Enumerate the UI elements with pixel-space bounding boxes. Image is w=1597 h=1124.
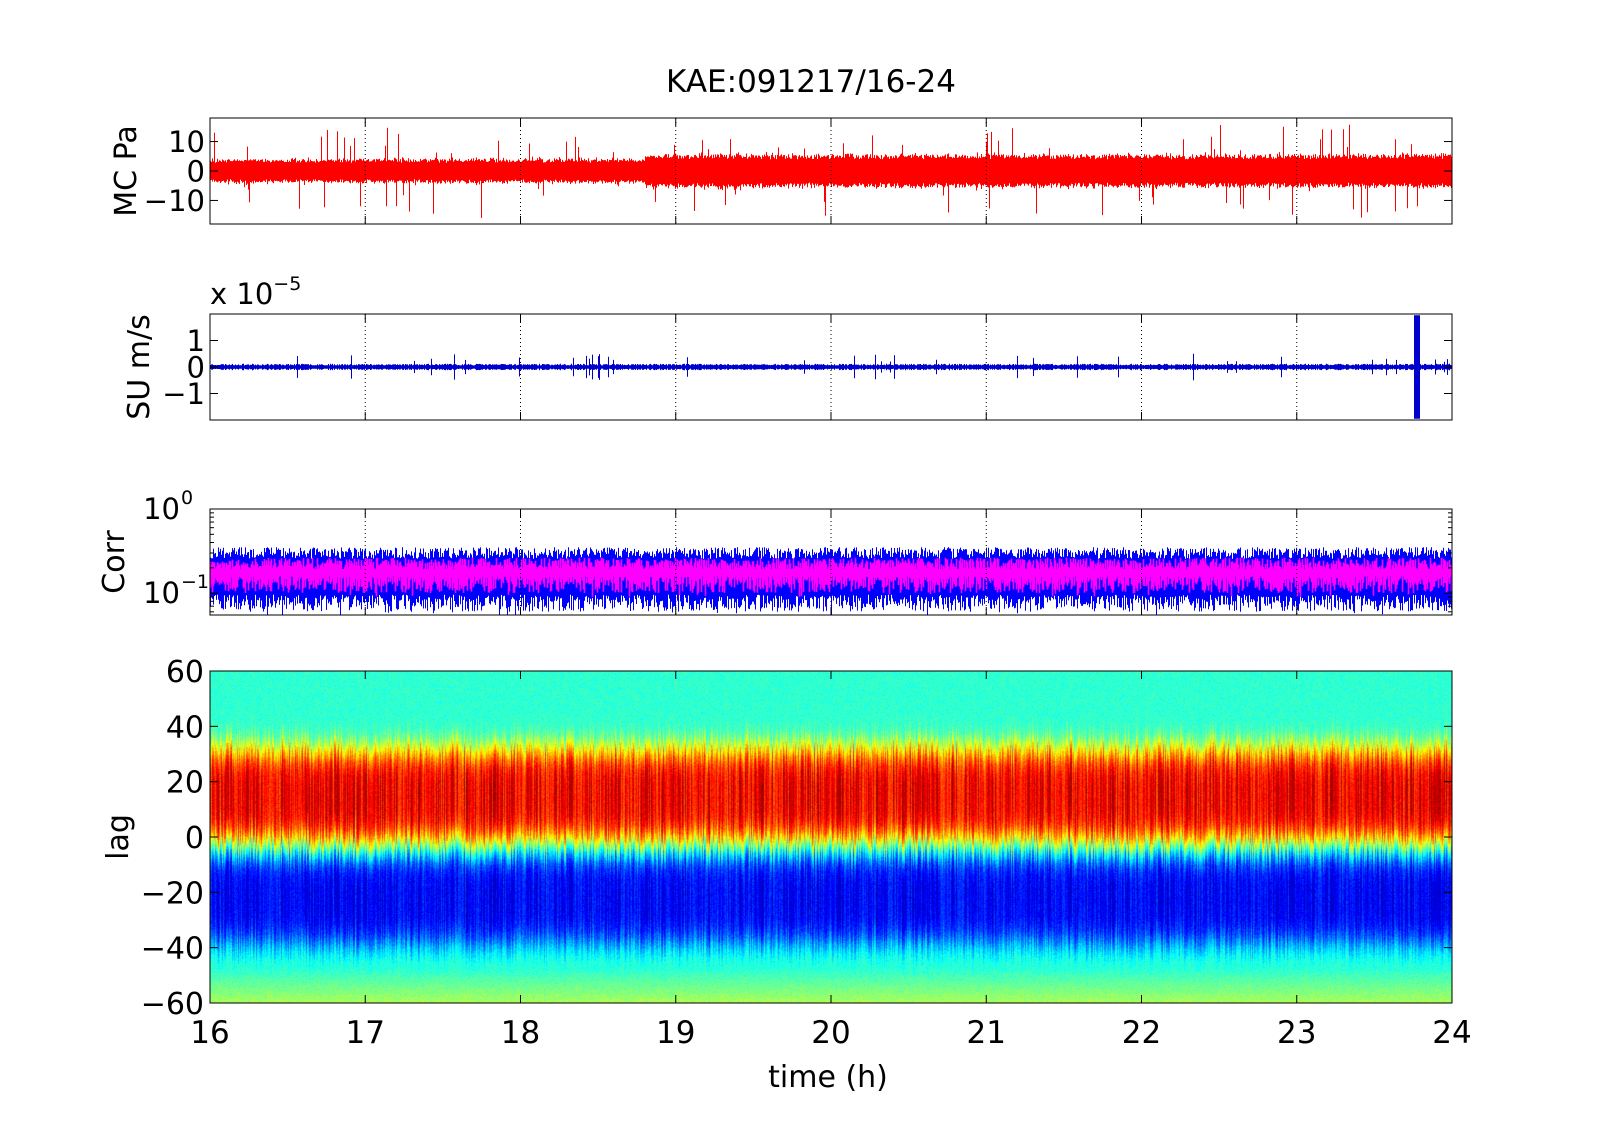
y-tick-label: 0 xyxy=(187,350,205,384)
pressure-grid xyxy=(364,118,1298,224)
pressure-ytick-labels: 100−10 xyxy=(144,125,205,218)
y-tick-label: 1 xyxy=(187,324,205,358)
y-tick-label: 10 xyxy=(168,125,205,159)
y-tick-label: 10 xyxy=(143,492,180,526)
y-tick-label: −10 xyxy=(144,184,205,218)
pressure-ylabel: MC Pa xyxy=(109,125,144,217)
velocity-ytick-labels: 10−1 xyxy=(162,324,205,411)
y-tick-exponent: −1 xyxy=(181,571,209,593)
x-tick-label: 16 xyxy=(190,1015,229,1051)
y-tick-label: 10 xyxy=(143,576,180,610)
x-tick-label: 18 xyxy=(501,1015,540,1051)
velocity-exponent-label: x 10−5 xyxy=(210,273,301,311)
lag-ticks xyxy=(209,670,1453,1004)
velocity-ylabel: SU m/s xyxy=(122,314,157,420)
y-tick-label: 0 xyxy=(187,154,205,188)
pressure-panel: 100−10 MC Pa xyxy=(109,117,1453,225)
x-tick-label: 19 xyxy=(656,1015,695,1051)
exponent-power: −5 xyxy=(273,273,301,295)
lag-heatmap xyxy=(210,671,1452,1003)
y-tick-label: −60 xyxy=(141,987,204,1022)
time-xlabel: time (h) xyxy=(768,1060,888,1095)
figure-title: KAE:091217/16-24 xyxy=(666,64,956,100)
exponent-base: x 10 xyxy=(210,277,273,311)
correlation-ticks xyxy=(209,508,1453,615)
y-tick-label: −1 xyxy=(162,377,205,411)
lag-ylabel: lag xyxy=(101,814,136,860)
y-tick-label: 40 xyxy=(166,710,204,745)
x-tick-label: 23 xyxy=(1277,1015,1316,1051)
correlation-ylabel: Corr xyxy=(97,530,132,594)
y-tick-label: −20 xyxy=(141,876,204,911)
x-tick-label: 22 xyxy=(1122,1015,1161,1051)
y-tick-label: 60 xyxy=(166,655,204,690)
y-tick-label: −40 xyxy=(141,932,204,967)
lag-heatmap-image xyxy=(210,671,1452,1003)
y-tick-label: 0 xyxy=(185,821,204,856)
lag-ytick-labels: 60 40 20 0 −20 −40 −60 xyxy=(141,655,204,1022)
pressure-ticks xyxy=(209,118,1453,224)
y-tick-exponent: 0 xyxy=(181,487,193,509)
time-tick-labels: 16 17 18 19 20 21 22 23 24 xyxy=(190,1015,1471,1051)
x-tick-label: 20 xyxy=(811,1015,850,1051)
velocity-ticks xyxy=(209,314,1453,420)
x-tick-label: 21 xyxy=(967,1015,1006,1051)
velocity-grid xyxy=(364,314,1298,420)
velocity-panel: 10−1 SU m/s x 10−5 xyxy=(122,273,1453,421)
x-tick-label: 24 xyxy=(1432,1015,1471,1051)
x-tick-label: 17 xyxy=(346,1015,385,1051)
y-tick-label: 20 xyxy=(166,766,204,801)
correlation-grid xyxy=(364,509,1298,615)
